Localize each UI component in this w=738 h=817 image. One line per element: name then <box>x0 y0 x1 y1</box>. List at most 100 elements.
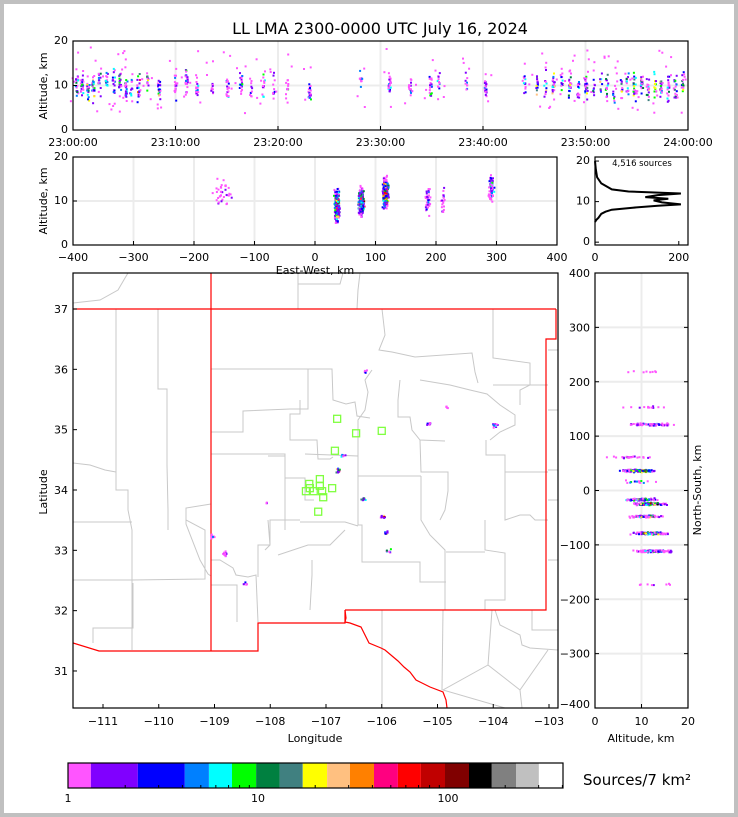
source-point <box>125 94 128 97</box>
source-point <box>544 93 547 96</box>
source-point <box>642 549 645 552</box>
source-point <box>673 96 676 99</box>
source-point <box>438 72 441 75</box>
source-point <box>652 406 655 409</box>
source-point <box>466 77 469 80</box>
source-point <box>221 191 224 194</box>
source-point <box>285 97 288 100</box>
source-point <box>92 80 94 83</box>
source-point <box>333 188 336 191</box>
source-point <box>361 211 364 214</box>
source-point <box>656 94 659 97</box>
source-point <box>86 93 89 96</box>
source-point <box>227 90 230 93</box>
source-point <box>638 469 641 472</box>
source-point <box>606 73 609 76</box>
source-point <box>92 76 94 79</box>
source-point <box>642 371 645 374</box>
source-point <box>79 82 82 85</box>
source-point <box>272 91 275 94</box>
source-point <box>118 110 121 113</box>
source-point <box>86 85 89 88</box>
source-point <box>560 84 563 87</box>
source-point <box>388 75 391 78</box>
map-xlabel: Longitude <box>288 732 343 745</box>
source-point <box>468 67 471 70</box>
source-point <box>265 501 268 504</box>
source-point <box>122 52 125 55</box>
source-point <box>626 90 629 93</box>
source-point <box>601 83 604 86</box>
source-point <box>366 369 368 372</box>
source-point <box>113 84 116 87</box>
source-point <box>230 196 233 199</box>
source-point <box>118 74 121 77</box>
source-point <box>131 80 134 82</box>
station-marker <box>319 493 328 502</box>
source-point <box>195 86 198 89</box>
source-point <box>125 79 128 82</box>
source-point <box>564 80 567 82</box>
east-west-tick-label: −300 <box>118 251 148 264</box>
source-point <box>648 515 651 518</box>
source-point <box>389 548 392 551</box>
source-point <box>488 190 491 193</box>
source-point <box>604 88 607 91</box>
source-point <box>627 93 630 96</box>
source-point <box>605 79 608 82</box>
source-point <box>642 469 645 472</box>
source-point <box>654 502 656 505</box>
histogram-tick-label: 200 <box>668 251 689 264</box>
station-marker <box>332 414 342 423</box>
north-south-tick-label: −300 <box>560 648 590 661</box>
source-point <box>536 86 539 89</box>
source-point <box>174 76 177 79</box>
source-point <box>360 209 362 212</box>
source-point <box>661 422 664 425</box>
source-point <box>635 469 638 472</box>
source-point <box>586 86 589 89</box>
source-point <box>87 89 90 92</box>
source-point <box>645 532 647 535</box>
source-point <box>75 68 78 71</box>
time-tick-label: 24:00:00 <box>663 136 712 149</box>
source-point <box>660 80 663 83</box>
latitude-tick-label: 34 <box>54 484 68 497</box>
source-point <box>654 503 657 506</box>
source-point <box>244 112 246 115</box>
source-point <box>659 85 662 87</box>
source-point <box>495 423 498 426</box>
source-point <box>661 503 664 506</box>
source-point <box>184 83 187 85</box>
source-point <box>104 79 107 82</box>
source-point <box>626 481 629 484</box>
source-point <box>490 187 492 190</box>
source-point <box>645 370 648 373</box>
source-point <box>308 83 311 86</box>
source-point <box>569 69 572 72</box>
source-point <box>385 48 388 50</box>
source-point <box>638 499 641 502</box>
source-point <box>649 503 652 506</box>
source-point <box>210 535 213 538</box>
source-point <box>633 89 636 91</box>
source-point <box>442 189 445 192</box>
source-point <box>159 80 162 83</box>
source-point <box>645 78 648 81</box>
source-point <box>639 515 641 518</box>
source-point <box>211 84 214 86</box>
source-point <box>219 195 222 197</box>
source-point <box>88 99 91 102</box>
source-point <box>638 533 640 536</box>
source-point <box>660 83 663 86</box>
source-point <box>76 84 79 87</box>
source-point <box>536 75 538 78</box>
source-point <box>434 69 437 72</box>
source-point <box>408 84 411 87</box>
histogram-tick-label: 10 <box>576 195 590 208</box>
source-point <box>335 219 338 222</box>
source-point <box>640 515 643 518</box>
source-point <box>387 200 390 202</box>
source-point <box>632 94 635 97</box>
source-point <box>442 201 445 204</box>
